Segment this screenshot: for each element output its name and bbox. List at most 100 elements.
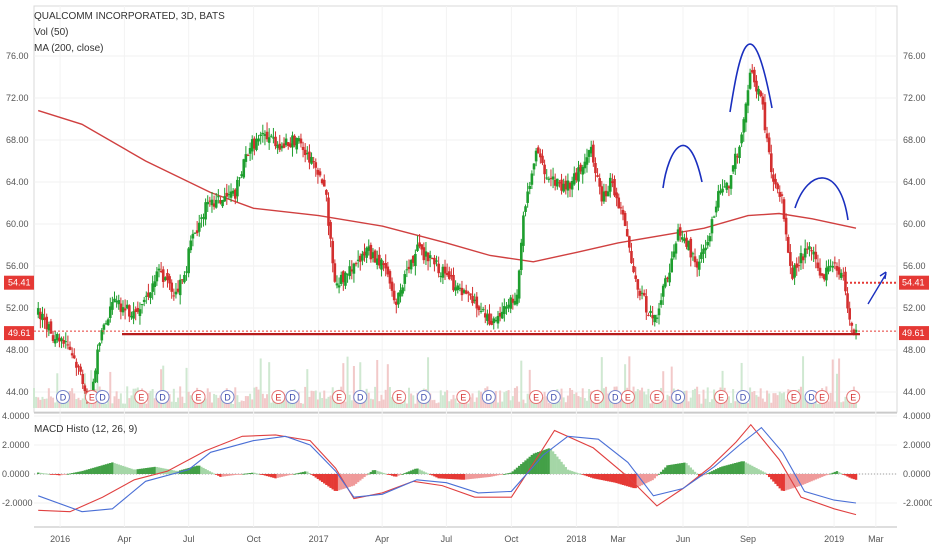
- candle-up[interactable]: [113, 298, 116, 303]
- candle-up[interactable]: [668, 272, 671, 283]
- candle-down[interactable]: [212, 203, 216, 207]
- candle-up[interactable]: [191, 233, 195, 239]
- candle-down[interactable]: [625, 229, 629, 237]
- candle-down[interactable]: [45, 316, 49, 330]
- candle-up[interactable]: [424, 251, 428, 257]
- candle-up[interactable]: [708, 236, 712, 242]
- dividend-marker[interactable]: [220, 390, 235, 404]
- candle-up[interactable]: [723, 186, 726, 188]
- candle-down[interactable]: [596, 175, 599, 177]
- candle-up[interactable]: [155, 271, 159, 282]
- candle-down[interactable]: [763, 102, 767, 131]
- candle-up[interactable]: [200, 217, 203, 219]
- candle-down[interactable]: [636, 279, 640, 290]
- candle-up[interactable]: [428, 255, 432, 259]
- candle-down[interactable]: [77, 365, 80, 367]
- candle-down[interactable]: [136, 307, 140, 312]
- candle-down[interactable]: [621, 209, 625, 215]
- candle-up[interactable]: [206, 202, 210, 205]
- candle-down[interactable]: [592, 144, 595, 163]
- candle-up[interactable]: [138, 309, 142, 317]
- candle-down[interactable]: [373, 250, 377, 263]
- candle-down[interactable]: [647, 314, 650, 316]
- candle-up[interactable]: [367, 246, 371, 251]
- candle-up[interactable]: [659, 300, 663, 305]
- candle-down[interactable]: [81, 374, 85, 385]
- candle-up[interactable]: [522, 215, 525, 246]
- candle-down[interactable]: [181, 279, 184, 281]
- candle-up[interactable]: [92, 381, 95, 397]
- earnings-marker[interactable]: [846, 390, 861, 404]
- candle-up[interactable]: [284, 138, 288, 146]
- candle-up[interactable]: [581, 166, 585, 175]
- candle-down[interactable]: [134, 309, 137, 312]
- candle-up[interactable]: [664, 278, 667, 287]
- candle-up[interactable]: [831, 265, 835, 268]
- candle-up[interactable]: [193, 232, 197, 234]
- candle-up[interactable]: [132, 311, 135, 319]
- candle-up[interactable]: [473, 299, 476, 302]
- candle-up[interactable]: [272, 137, 275, 139]
- candle-up[interactable]: [441, 266, 445, 278]
- candle-up[interactable]: [98, 343, 101, 346]
- candle-up[interactable]: [174, 291, 178, 295]
- candle-down[interactable]: [541, 155, 544, 164]
- candle-up[interactable]: [456, 285, 460, 291]
- candle-down[interactable]: [753, 69, 756, 83]
- earnings-marker[interactable]: [529, 390, 544, 404]
- candle-up[interactable]: [64, 341, 68, 343]
- candle-down[interactable]: [354, 263, 358, 265]
- candle-up[interactable]: [229, 191, 233, 198]
- candle-up[interactable]: [655, 317, 659, 319]
- candle-up[interactable]: [534, 150, 538, 162]
- candle-up[interactable]: [102, 324, 106, 330]
- dividend-marker[interactable]: [671, 390, 686, 404]
- candle-down[interactable]: [83, 385, 87, 392]
- candle-down[interactable]: [390, 281, 394, 291]
- candle-up[interactable]: [238, 177, 241, 179]
- candle-up[interactable]: [572, 173, 576, 185]
- candle-up[interactable]: [197, 222, 201, 232]
- dividend-marker[interactable]: [353, 390, 368, 404]
- candle-down[interactable]: [822, 274, 826, 280]
- candle-up[interactable]: [214, 199, 218, 208]
- candle-down[interactable]: [467, 292, 470, 294]
- candle-down[interactable]: [553, 179, 557, 186]
- candle-up[interactable]: [306, 152, 309, 154]
- candle-down[interactable]: [613, 179, 616, 196]
- candle-down[interactable]: [818, 267, 822, 276]
- candle-down[interactable]: [549, 177, 553, 179]
- candle-down[interactable]: [407, 266, 411, 270]
- candle-down[interactable]: [327, 197, 330, 226]
- dividend-marker[interactable]: [285, 390, 300, 404]
- candle-up[interactable]: [231, 190, 235, 194]
- candle-down[interactable]: [170, 282, 174, 292]
- candle-down[interactable]: [848, 308, 851, 320]
- candle-down[interactable]: [369, 244, 373, 260]
- candle-up[interactable]: [60, 338, 63, 341]
- candle-down[interactable]: [767, 137, 771, 153]
- candle-down[interactable]: [318, 171, 322, 176]
- dividend-marker[interactable]: [481, 390, 496, 404]
- candle-down[interactable]: [475, 296, 479, 309]
- candle-up[interactable]: [295, 137, 299, 150]
- candle-up[interactable]: [352, 263, 356, 274]
- candle-down[interactable]: [282, 143, 286, 148]
- candle-up[interactable]: [691, 253, 695, 255]
- candle-up[interactable]: [683, 238, 686, 242]
- candle-down[interactable]: [789, 252, 792, 266]
- candle-up[interactable]: [748, 72, 752, 89]
- candle-up[interactable]: [236, 179, 239, 197]
- candle-up[interactable]: [825, 267, 828, 281]
- candle-down[interactable]: [66, 344, 70, 346]
- candle-up[interactable]: [799, 253, 803, 264]
- candle-up[interactable]: [361, 253, 364, 261]
- candle-down[interactable]: [75, 361, 78, 368]
- earnings-marker[interactable]: [456, 390, 471, 404]
- candle-up[interactable]: [714, 206, 718, 213]
- candle-up[interactable]: [509, 297, 512, 309]
- candle-up[interactable]: [494, 320, 498, 322]
- candle-up[interactable]: [702, 248, 705, 254]
- candle-up[interactable]: [839, 272, 843, 278]
